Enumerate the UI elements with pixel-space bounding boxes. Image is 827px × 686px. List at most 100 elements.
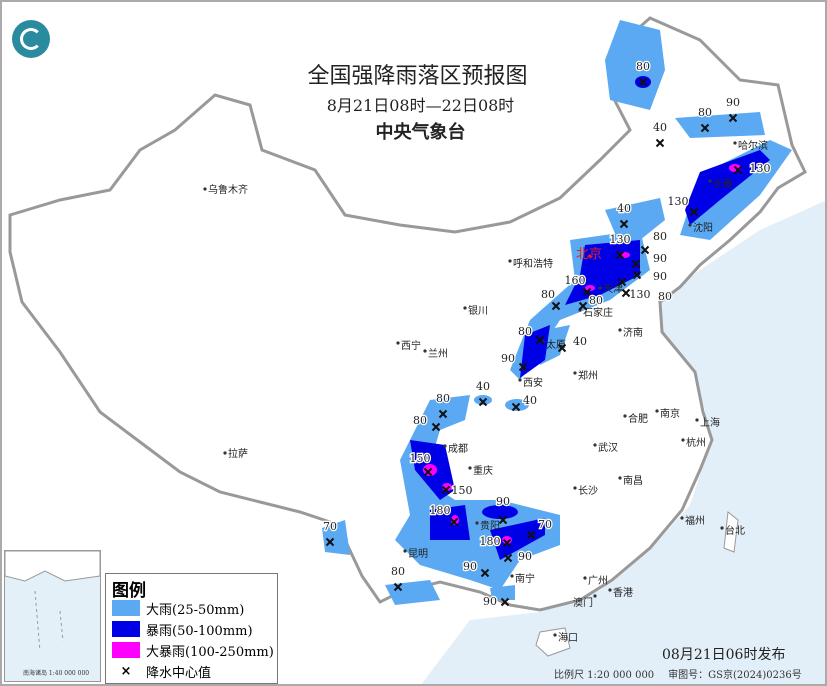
legend-item-severe-rainstorm: 大暴雨(100-250mm): [112, 641, 274, 660]
rain-center-cross-icon: [582, 287, 592, 297]
rain-center-value: 160: [565, 274, 586, 287]
city-marker: [681, 438, 685, 442]
city-marker: [608, 588, 612, 592]
rain-center-cross-icon: [557, 343, 567, 353]
rain-center-value: 180: [480, 535, 501, 548]
rain-center-cross-icon: [689, 207, 699, 217]
rain-center-value: 90: [463, 560, 477, 573]
city-label: 合肥: [628, 412, 648, 425]
legend-label: 大雨(25-50mm): [146, 602, 245, 618]
city-marker: [720, 526, 724, 530]
city-label: 上海: [700, 416, 720, 429]
city-label: 沈阳: [693, 221, 713, 234]
rain-center-value: 40: [523, 394, 537, 407]
city-marker: [475, 521, 479, 525]
city-label: 兰州: [428, 347, 448, 360]
rain-center-cross-icon: [431, 422, 441, 432]
city-marker: [655, 409, 659, 413]
city-label: 海口: [558, 631, 578, 644]
city-label: 贵阳: [480, 519, 500, 532]
rain-center-value: 40: [617, 202, 631, 215]
legend-item-center-value: × 降水中心值: [112, 662, 211, 681]
rain-center-cross-icon: [423, 467, 433, 477]
city-marker: [583, 576, 587, 580]
city-label: 石家庄: [583, 306, 613, 319]
rain-center-value: 80: [698, 106, 712, 119]
city-label: 西安: [523, 376, 543, 389]
taiwan: [723, 511, 739, 553]
rain-center-value: 90: [653, 252, 667, 265]
city-label: 福州: [685, 514, 705, 527]
city-label: 台北: [725, 524, 745, 537]
rain-center-cross-icon: [640, 245, 650, 255]
rain-center-cross-icon: [500, 597, 510, 607]
rain-center-value: 180: [430, 504, 451, 517]
city-label: 武汉: [598, 441, 618, 454]
city-label: 澳门: [573, 596, 593, 609]
rain-center-value: 130: [750, 162, 771, 175]
inset-label: 南海诸岛 1:40 000 000: [23, 670, 90, 677]
rain-center-value: 70: [323, 520, 337, 533]
legend-swatch: [112, 642, 140, 658]
rain-center-value: 80: [391, 565, 405, 578]
rain-center-value: 80: [658, 290, 672, 303]
rain-center-cross-icon: [438, 409, 448, 419]
city-marker: [708, 179, 712, 183]
rain-center-cross-icon: [393, 582, 403, 592]
city-label: 杭州: [686, 436, 706, 449]
footer: 比例尺 1:20 000 000 审图号：GS京(2024)0236号: [554, 666, 816, 681]
city-label: 南宁: [515, 572, 535, 585]
city-marker: [468, 466, 472, 470]
city-label: 香港: [613, 587, 633, 599]
south-china-sea-inset: 南海诸岛 1:40 000 000: [4, 550, 101, 682]
legend-swatch: [112, 621, 140, 637]
city-label: 长沙: [578, 485, 598, 497]
china-border: [8, 16, 807, 612]
city-label: 天津: [603, 283, 623, 295]
map-title: 全国强降雨落区预报图: [307, 64, 528, 89]
city-marker: [463, 306, 467, 310]
city-marker: [223, 451, 227, 455]
sea-area: [420, 200, 827, 686]
city-label: 西宁: [401, 339, 421, 352]
rain-center-cross-icon: [478, 397, 488, 407]
city-marker: [403, 549, 407, 553]
city-label: 南京: [660, 407, 680, 420]
rain-center-value: 70: [538, 518, 552, 531]
rain-center-value: 90: [653, 270, 667, 283]
rain-center-value: 130: [630, 288, 651, 301]
scale: 比例尺 1:20 000 000: [554, 670, 655, 681]
hainan: [535, 627, 571, 657]
rain-center-value: 80: [589, 294, 603, 307]
rain-center-value: 90: [483, 595, 497, 608]
city-label: 长春: [713, 178, 733, 190]
rain-center-value: 150: [410, 452, 431, 465]
city-label: 重庆: [473, 464, 493, 477]
rain-center-value: 80: [518, 325, 532, 338]
legend-swatch: [112, 600, 140, 616]
rain-center-cross-icon: [621, 288, 631, 298]
cross-icon: ×: [120, 663, 132, 679]
city-label: 北京: [576, 247, 602, 262]
city-marker: [593, 594, 597, 598]
issue-time: 08月21日06时发布: [662, 647, 786, 663]
rain-center-value: 80: [413, 414, 427, 427]
rain-center-cross-icon: [503, 553, 513, 563]
city-marker: [423, 349, 427, 353]
rain-center-value: 130: [668, 195, 689, 208]
city-marker: [588, 254, 592, 258]
rain-center-value: 80: [653, 230, 667, 243]
rain-center-cross-icon: [700, 123, 710, 133]
city-marker: [508, 259, 512, 263]
rain-center-cross-icon: [631, 259, 641, 269]
rain-center-cross-icon: [441, 485, 451, 495]
rain-center-value: 90: [518, 550, 532, 563]
city-label: 哈尔滨: [738, 139, 768, 152]
city-marker: [623, 414, 627, 418]
city-label: 南昌: [623, 474, 643, 487]
rain-center-value: 150: [452, 484, 473, 497]
city-label: 呼和浩特: [513, 258, 553, 270]
legend-title: 图例: [112, 581, 146, 601]
rain-center-cross-icon: [615, 250, 625, 260]
rain-center-cross-icon: [518, 362, 528, 372]
